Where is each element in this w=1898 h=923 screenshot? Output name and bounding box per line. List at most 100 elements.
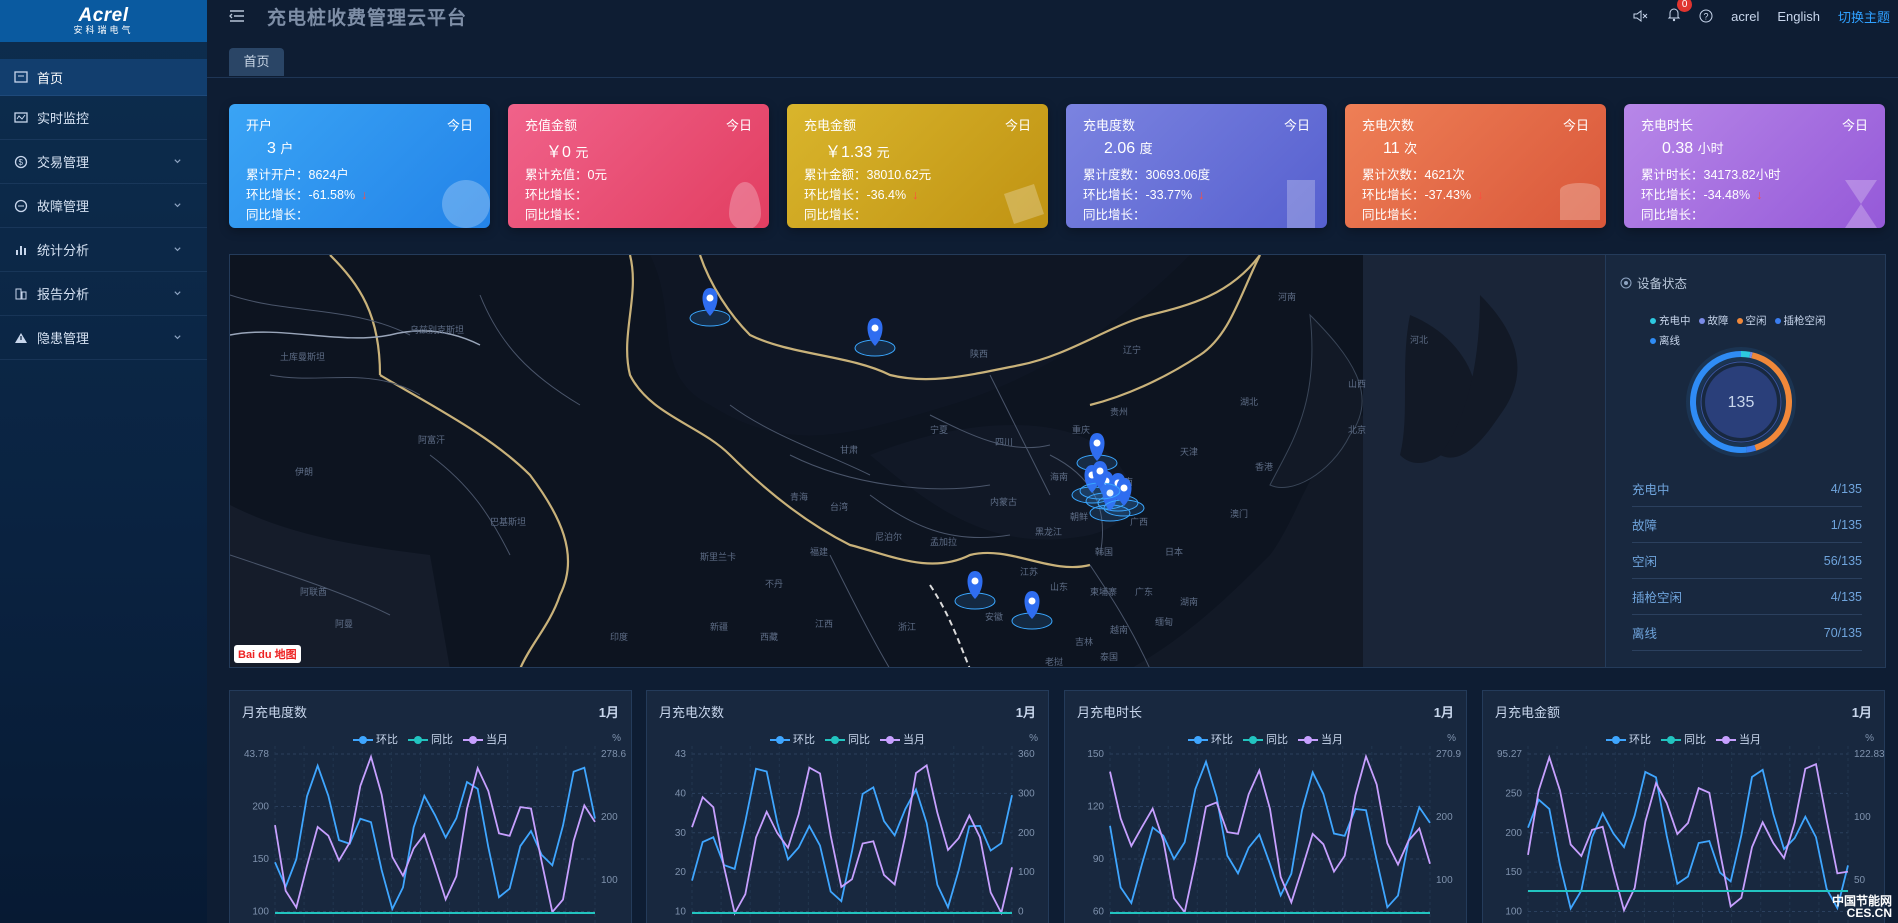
chart-1: 月充电次数 1月 环比 同比 当月% 43 40 30 20 10 360 300 200 100 0 xyxy=(646,690,1049,923)
menu-toggle-icon[interactable] xyxy=(227,6,247,26)
station-pin[interactable] xyxy=(1103,478,1145,517)
map-label: 朝鲜 xyxy=(1070,511,1088,522)
legend-marker-icon xyxy=(1243,736,1263,745)
y-tick-left: 40 xyxy=(675,788,687,799)
donut-segment xyxy=(1751,352,1792,451)
trade-icon: $ xyxy=(14,155,28,168)
card-mom-text: 环比增长：-37.43% xyxy=(1362,188,1472,202)
card-value: ￥1.33 元 xyxy=(825,138,890,162)
chart-legend-item[interactable]: 同比 xyxy=(1661,734,1706,746)
theme-switch[interactable]: 切换主题 xyxy=(1837,9,1890,25)
chart-legend-item[interactable]: 当月 xyxy=(1716,734,1761,746)
station-pin[interactable] xyxy=(954,571,996,610)
station-pin[interactable] xyxy=(854,318,896,357)
chart-legend: 环比 同比 当月 xyxy=(1483,731,1884,747)
chart-legend-label: 环比 xyxy=(1629,734,1651,746)
card-mom-text: 环比增长：-36.4% xyxy=(804,188,907,202)
chart-legend-item[interactable]: 当月 xyxy=(880,734,925,746)
notification-button[interactable]: 0 xyxy=(1667,0,1693,25)
chart-legend-item[interactable]: 环比 xyxy=(353,734,398,746)
sidebar-item-report[interactable]: 报告分析 xyxy=(0,272,207,316)
map-label: 天津 xyxy=(1180,447,1198,457)
card-decor-icon xyxy=(1287,180,1315,228)
donut-segment xyxy=(1690,351,1747,453)
card-mom: 环比增长：-37.43% ↓ xyxy=(1362,184,1483,203)
card-unit: 度 xyxy=(1139,141,1153,156)
svg-text:$: $ xyxy=(19,158,24,167)
card-period: 今日 xyxy=(725,118,752,133)
stat-card-1[interactable]: 充值金额 今日 ￥0 元累计充值：0元 环比增长： 同比增长： xyxy=(508,104,769,228)
sidebar-item-monitor[interactable]: 实时监控 xyxy=(0,96,207,140)
y-tick-right: 278.6 xyxy=(601,749,626,760)
card-mom: 环比增长：-61.58% ↓ xyxy=(246,184,367,203)
device-map[interactable]: 土库曼斯坦 乌兹别克斯坦 伊朗 阿富汗 巴基斯坦 阿联酋 阿曼 印度 新疆 西藏 青海 甘肃 宁夏 陕西四… xyxy=(229,254,1606,668)
y-tick-left: 60 xyxy=(1093,907,1105,918)
brand-logo[interactable]: Acrel 安科瑞电气 xyxy=(0,0,207,42)
sidebar-item-home[interactable]: 首页 xyxy=(0,59,207,96)
map-label: 海南 xyxy=(1050,471,1068,482)
stat-card-5[interactable]: 充电时长 今日 0.38 小时 累计时长：34173.82小时 环比增长：-34.48%… xyxy=(1624,104,1885,228)
status-row: 空闲 56/135 xyxy=(1632,543,1862,579)
chart-legend-item[interactable]: 同比 xyxy=(825,734,870,746)
sidebar-item-fault[interactable]: 故障管理 xyxy=(0,184,207,228)
y-tick-left: 43.78 xyxy=(244,749,269,760)
language-switch[interactable]: English xyxy=(1777,8,1820,24)
y-tick-left: 250 xyxy=(1505,788,1522,799)
legend-item[interactable]: 插枪空闲 xyxy=(1774,315,1826,327)
legend-item[interactable]: 充电中 xyxy=(1650,315,1691,327)
map-label: 北京 xyxy=(1348,424,1366,435)
legend-item[interactable]: 空闲 xyxy=(1736,315,1767,327)
sidebar-item-label: 首页 xyxy=(37,70,64,86)
down-arrow-icon: ↓ xyxy=(912,188,919,202)
sidebar: Acrel 安科瑞电气 首页 实时监控 $ 交易管理 故障管理 统计分析 xyxy=(0,0,207,923)
chart-legend-label: 环比 xyxy=(1211,734,1233,746)
chart-legend-item[interactable]: 当月 xyxy=(463,734,508,746)
card-yoy: 同比增长： xyxy=(525,208,588,222)
legend-dot xyxy=(1650,318,1656,325)
y-tick-left: 120 xyxy=(1087,802,1104,813)
chart-month[interactable]: 1月 xyxy=(1851,705,1872,720)
card-decor-icon xyxy=(729,182,761,228)
map-label: 福建 xyxy=(810,546,828,557)
status-total: 135 xyxy=(1728,394,1755,411)
legend-item[interactable]: 故障 xyxy=(1698,315,1729,327)
sidebar-item-trade[interactable]: $ 交易管理 xyxy=(0,140,207,184)
status-row-value: 70/135 xyxy=(1823,625,1862,640)
y-tick-right: 200 xyxy=(1436,812,1453,823)
legend-marker-icon xyxy=(825,736,845,745)
legend-marker-icon xyxy=(353,736,373,745)
card-title: 充值金额 xyxy=(525,118,578,133)
legend-item[interactable]: 离线 xyxy=(1650,335,1680,347)
sidebar-item-stats[interactable]: 统计分析 xyxy=(0,228,207,272)
station-pin[interactable] xyxy=(1011,591,1053,630)
chart-month[interactable]: 1月 xyxy=(1015,705,1036,720)
chart-legend-item[interactable]: 环比 xyxy=(1606,734,1651,746)
chart-legend-item[interactable]: 同比 xyxy=(408,734,453,746)
stat-card-2[interactable]: 充电金额 今日 ￥1.33 元累计金额：38010.62元 环比增长：-36.4% ↓ 同… xyxy=(787,104,1048,228)
chart-month[interactable]: 1月 xyxy=(598,705,619,720)
stat-card-0[interactable]: 开户 今日 3 户累计开户：8624户 环比增长：-61.58% ↓ 同比增长： xyxy=(229,104,490,228)
status-legend: 充电中 故障 空闲 插枪空闲离线 xyxy=(1650,311,1850,351)
help-icon[interactable]: ? xyxy=(1699,9,1713,23)
status-header: 设备状态 xyxy=(1620,273,1687,292)
page-title: 充电桩收费管理云平台 xyxy=(267,7,468,29)
chart-legend-item[interactable]: 环比 xyxy=(770,734,815,746)
map-label: 印度 xyxy=(610,631,628,642)
chart-legend-item[interactable]: 环比 xyxy=(1188,734,1233,746)
top-right-tools: 0 ? acrel English 切换主题 xyxy=(1615,0,1890,32)
tab-home[interactable]: 首页 xyxy=(229,48,284,76)
chart-legend-label: 当月 xyxy=(903,734,925,746)
y-tick-left: 10 xyxy=(675,907,687,918)
stat-card-4[interactable]: 充电次数 今日 11 次累计次数：4621次 环比增长：-37.43% ↓ 同比增长： xyxy=(1345,104,1606,228)
station-pin[interactable] xyxy=(1079,461,1121,500)
chart-legend-item[interactable]: 当月 xyxy=(1298,734,1343,746)
stat-card-3[interactable]: 充电度数 今日 2.06 度累计度数：30693.06度 环比增长：-33.77% ↓ 同… xyxy=(1066,104,1327,228)
chart-legend-item[interactable]: 同比 xyxy=(1243,734,1288,746)
station-pin[interactable] xyxy=(689,288,731,327)
user-menu[interactable]: acrel xyxy=(1731,8,1760,24)
sidebar-item-hazard[interactable]: 隐患管理 xyxy=(0,316,207,360)
mute-icon[interactable] xyxy=(1633,9,1649,23)
y-tick-left: 100 xyxy=(252,907,269,918)
chart-month[interactable]: 1月 xyxy=(1433,705,1454,720)
